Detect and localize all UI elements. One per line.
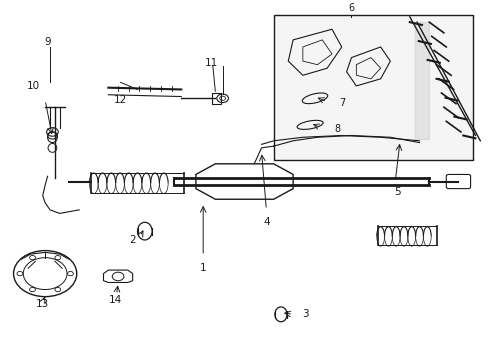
Text: 13: 13 bbox=[36, 299, 49, 309]
Text: 7: 7 bbox=[339, 98, 345, 108]
Text: 6: 6 bbox=[347, 3, 354, 13]
Text: 5: 5 bbox=[393, 187, 400, 197]
Text: 10: 10 bbox=[26, 81, 40, 91]
Bar bbox=[273, 15, 472, 160]
Text: 1: 1 bbox=[200, 263, 206, 273]
Text: 8: 8 bbox=[334, 124, 340, 134]
Text: 11: 11 bbox=[205, 58, 218, 68]
Text: 2: 2 bbox=[129, 235, 136, 245]
Text: 3: 3 bbox=[301, 309, 308, 319]
Text: 14: 14 bbox=[109, 295, 122, 305]
Text: 12: 12 bbox=[114, 95, 127, 105]
Text: 9: 9 bbox=[44, 37, 51, 47]
Text: 4: 4 bbox=[263, 217, 269, 227]
